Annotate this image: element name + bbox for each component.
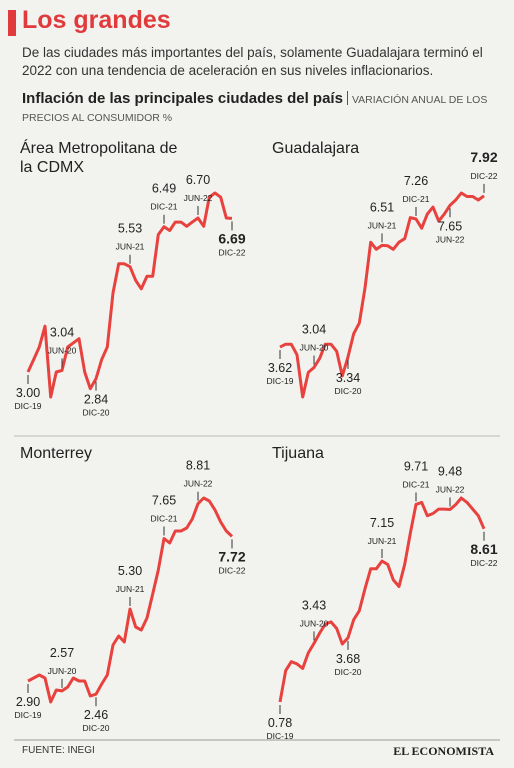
x-label: JUN-21 (116, 242, 145, 252)
value-label: 3.04 (50, 325, 74, 339)
x-label: JUN-20 (48, 666, 77, 676)
separator (346, 91, 348, 105)
x-label: JUN-22 (184, 479, 213, 489)
x-label: DIC-19 (15, 710, 42, 720)
value-label: 3.04 (302, 322, 326, 336)
value-label: 3.43 (302, 598, 326, 612)
value-label: 6.70 (186, 173, 210, 187)
heading: Inflación de las principales ciudades de… (22, 90, 343, 107)
x-label: DIC-21 (403, 479, 430, 489)
heading-block: Inflación de las principales ciudades de… (22, 90, 502, 127)
value-label: 0.78 (268, 716, 292, 730)
value-label: 5.30 (118, 564, 142, 578)
value-label: 2.90 (16, 695, 40, 709)
value-label: 3.00 (16, 386, 40, 400)
value-label: 2.84 (84, 393, 108, 407)
x-label: DIC-20 (83, 723, 110, 733)
x-label: JUN-20 (48, 345, 77, 355)
title-block (8, 10, 16, 36)
x-label: JUN-21 (368, 536, 397, 546)
x-label: DIC-22 (471, 171, 498, 181)
subtitle: De las ciudades más importantes del país… (22, 45, 483, 78)
value-label: 2.46 (84, 708, 108, 722)
x-label: JUN-22 (184, 193, 213, 203)
x-label: DIC-19 (267, 731, 294, 741)
x-label: DIC-22 (219, 565, 246, 575)
value-label: 3.34 (336, 371, 360, 385)
value-label: 7.15 (370, 516, 394, 530)
value-label: 9.48 (438, 465, 462, 479)
line (27, 496, 234, 704)
value-label: 5.53 (118, 222, 142, 236)
value-label: 7.65 (152, 494, 176, 508)
line (278, 496, 486, 703)
title: Los grandes (22, 6, 171, 34)
x-label: DIC-21 (403, 194, 430, 204)
value-label: 7.92 (470, 149, 497, 165)
x-label: DIC-20 (335, 386, 362, 396)
panel-title: Guadalajara (272, 140, 360, 157)
x-label: DIC-20 (83, 408, 110, 418)
value-label: 6.69 (218, 230, 245, 246)
x-label: DIC-19 (15, 401, 42, 411)
x-label: DIC-21 (151, 202, 178, 212)
panel-title: Monterrey (20, 445, 93, 462)
logo: EL ECONOMISTA (393, 744, 494, 758)
line (279, 191, 485, 399)
value-label: 7.26 (404, 174, 428, 188)
line (26, 191, 233, 399)
x-label: DIC-21 (151, 514, 178, 524)
x-label: JUN-20 (300, 342, 329, 352)
value-label: 3.62 (268, 361, 292, 375)
value-label: 6.51 (370, 200, 394, 214)
x-label: JUN-22 (436, 234, 465, 244)
x-label: DIC-22 (471, 558, 498, 568)
value-label: 8.81 (186, 459, 210, 473)
x-label: JUN-21 (368, 220, 397, 230)
x-label: DIC-20 (335, 667, 362, 677)
value-label: 7.72 (218, 548, 245, 564)
panel-title: Tijuana (272, 445, 324, 462)
x-label: JUN-22 (436, 485, 465, 495)
source: FUENTE: INEGI (22, 745, 95, 756)
x-label: JUN-21 (116, 584, 145, 594)
panel-title: Área Metropolitana de la CDMX (20, 140, 178, 176)
value-label: 8.61 (470, 541, 497, 557)
value-label: 7.65 (438, 219, 462, 233)
value-label: 3.68 (336, 652, 360, 666)
value-label: 2.57 (50, 646, 74, 660)
x-label: DIC-19 (267, 376, 294, 386)
x-label: JUN-20 (300, 618, 329, 628)
value-label: 9.71 (404, 459, 428, 473)
value-label: 6.49 (152, 182, 176, 196)
heading-note: VARIACIÓN ANUAL DE LOS PRECIOS AL CONSUM… (22, 94, 488, 124)
x-label: DIC-22 (219, 247, 246, 257)
